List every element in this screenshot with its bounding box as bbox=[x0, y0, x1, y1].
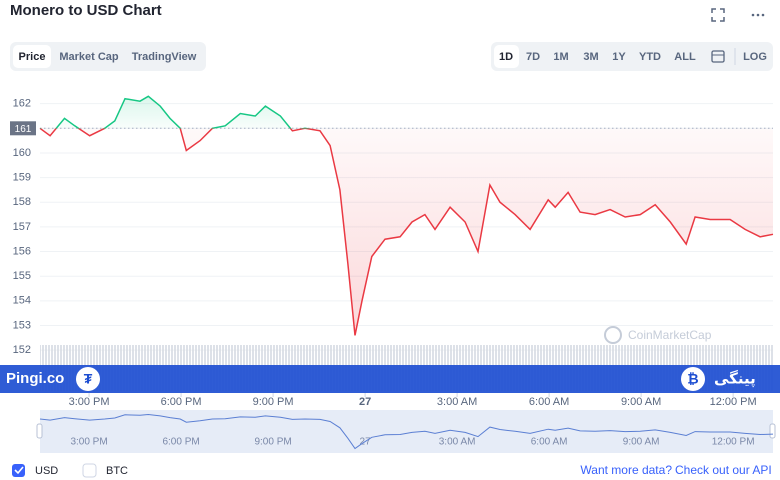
x-tick-label: 27 bbox=[359, 396, 371, 408]
nav-handle[interactable] bbox=[36, 423, 43, 439]
banner-icon bbox=[76, 367, 100, 391]
x-tick-label: 9:00 PM bbox=[253, 396, 294, 408]
y-tick-label: 162 bbox=[13, 98, 31, 110]
banner-icon-glyph: ₿ bbox=[687, 371, 698, 387]
area bbox=[40, 96, 773, 336]
tab[interactable]: Price bbox=[19, 51, 46, 63]
x-tick-label: 12:00 PM bbox=[710, 396, 757, 408]
more-icon[interactable] bbox=[751, 13, 765, 17]
y-tick-label: 154 bbox=[13, 295, 31, 307]
y-tick-label: 155 bbox=[13, 270, 31, 282]
currency-btc[interactable]: BTC bbox=[106, 465, 128, 477]
check bbox=[14, 466, 24, 475]
x-tick-label: 6:00 AM bbox=[529, 396, 569, 408]
nav-tick-label: 3:00 PM bbox=[70, 437, 107, 448]
x-tick-label: 3:00 PM bbox=[69, 396, 110, 408]
api-link[interactable]: Check out our API bbox=[675, 463, 772, 477]
range-group bbox=[491, 42, 773, 71]
watermark: CoinMarketCap bbox=[628, 328, 712, 342]
banner-icon-glyph: ₮ bbox=[84, 371, 93, 387]
x-tick-label: 3:00 AM bbox=[437, 396, 477, 408]
log-button[interactable]: LOG bbox=[743, 51, 767, 63]
baseline-label: 161 bbox=[15, 124, 32, 135]
range-button[interactable]: 3M bbox=[583, 51, 598, 63]
nav-tick-label: 12:00 PM bbox=[712, 437, 755, 448]
nav-line bbox=[39, 413, 774, 450]
title: Monero to USD Chart bbox=[10, 2, 162, 19]
range-button[interactable]: 7D bbox=[526, 51, 540, 63]
y-tick-label: 153 bbox=[13, 319, 31, 331]
tab-active bbox=[13, 45, 51, 68]
nav-tick-label: 6:00 AM bbox=[531, 437, 568, 448]
tab[interactable]: Market Cap bbox=[59, 51, 119, 63]
nav-tick-label: 9:00 AM bbox=[623, 437, 660, 448]
nav-tick-label: 9:00 PM bbox=[254, 437, 291, 448]
y-tick-label: 159 bbox=[13, 172, 31, 184]
watermark-logo bbox=[604, 326, 622, 344]
banner bbox=[0, 365, 780, 393]
y-tick-label: 152 bbox=[13, 344, 31, 356]
range-button[interactable]: 1Y bbox=[612, 51, 626, 63]
y-tick-label: 156 bbox=[13, 245, 31, 257]
range-button[interactable]: 1D bbox=[499, 51, 513, 63]
banner-icon bbox=[681, 367, 705, 391]
checkbox[interactable] bbox=[82, 463, 97, 478]
currency-usd[interactable]: USD bbox=[35, 465, 58, 477]
banner-left: Pingi.co bbox=[6, 370, 64, 387]
x-tick-label: 9:00 AM bbox=[621, 396, 661, 408]
y-tick-label: 158 bbox=[13, 196, 31, 208]
range-button[interactable]: ALL bbox=[674, 51, 696, 63]
banner-right: پینگی bbox=[714, 370, 756, 389]
tab[interactable]: TradingView bbox=[132, 51, 197, 63]
nav-tick-label: 27 bbox=[360, 437, 372, 448]
range-button[interactable]: YTD bbox=[639, 51, 661, 63]
range-active bbox=[494, 45, 519, 68]
fullscreen-icon[interactable] bbox=[711, 8, 725, 22]
navigator[interactable] bbox=[40, 410, 773, 453]
prompt: Want more data? bbox=[580, 463, 672, 477]
baseline-tag bbox=[10, 121, 36, 136]
price-line bbox=[39, 95, 774, 336]
nav-tick-label: 3:00 AM bbox=[439, 437, 476, 448]
nav-handle[interactable] bbox=[769, 423, 776, 439]
checkbox-checked[interactable] bbox=[12, 464, 25, 477]
tab-group bbox=[10, 42, 206, 71]
range-button[interactable]: 1M bbox=[553, 51, 568, 63]
y-tick-label: 157 bbox=[13, 221, 31, 233]
y-tick-label: 160 bbox=[13, 147, 31, 159]
x-tick-label: 6:00 PM bbox=[161, 396, 202, 408]
calendar-icon[interactable] bbox=[711, 50, 725, 63]
nav-tick-label: 6:00 PM bbox=[162, 437, 199, 448]
